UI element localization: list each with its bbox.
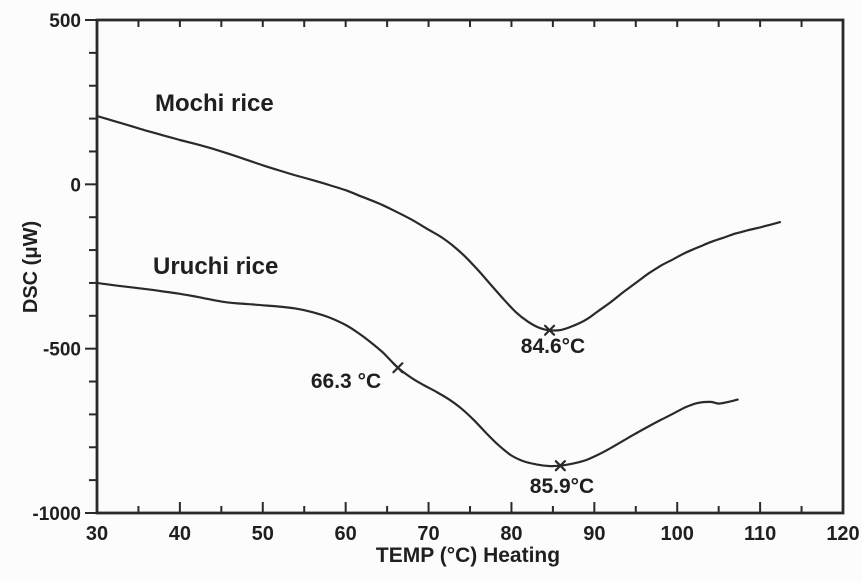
x-tick-label: 70 [417, 523, 439, 545]
y-tick-label: -1000 [32, 504, 81, 525]
x-axis-ticks [96, 20, 844, 513]
x-tick-label: 110 [744, 523, 776, 545]
curve-mochi-rice [95, 114, 782, 332]
y-tick-label: 0 [70, 175, 81, 196]
y-tick-label: -500 [43, 340, 81, 361]
y-axis-title: DSC (μW) [20, 220, 42, 314]
x-tick-label: 90 [583, 523, 605, 545]
x-tick-label: 100 [661, 523, 694, 545]
annotation-85-9c: 85.9°C [529, 475, 595, 498]
annotation-84-6c: 84.6°C [520, 335, 586, 358]
x-tick-label: 50 [252, 523, 274, 545]
y-tick-labels: 500 0 -500 -1000 [32, 11, 81, 525]
series-label-uruchi-rice: Uruchi rice [153, 253, 279, 280]
x-tick-label: 120 [826, 523, 859, 545]
x-tick-label: 40 [169, 523, 191, 545]
y-tick-label: 500 [49, 11, 81, 32]
x-axis-title: TEMP (°C) Heating [375, 544, 561, 567]
marker-84.6c [543, 324, 556, 336]
x-tick-label: 80 [500, 523, 522, 545]
series-label-mochi-rice: Mochi rice [155, 90, 274, 117]
y-axis-ticks [85, 19, 97, 514]
marker-66.3c [392, 362, 404, 374]
x-tick-label: 30 [86, 523, 108, 545]
marker-85.9c [554, 460, 566, 472]
x-tick-label: 60 [335, 523, 357, 545]
annotation-66-3c: 66.3 °C [310, 370, 382, 393]
curve-uruchi-rice [95, 281, 739, 468]
x-tick-labels: 30 40 50 60 70 80 90 100 110 120 [86, 523, 860, 545]
